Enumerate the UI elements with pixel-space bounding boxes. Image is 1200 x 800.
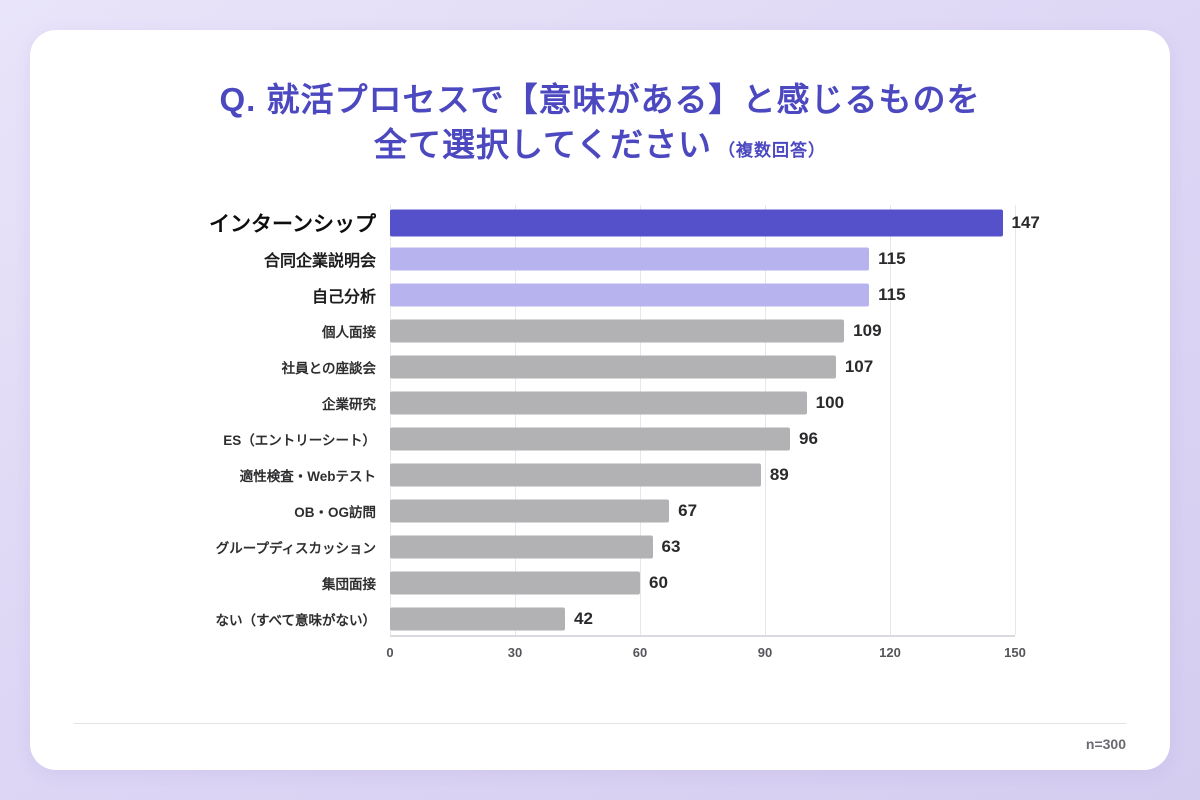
bar (390, 247, 870, 271)
x-axis: 0 30 60 90 120 150 (30, 637, 1170, 667)
footer: n=300 (30, 723, 1170, 752)
value-label: 60 (649, 573, 668, 593)
value-label: 100 (815, 393, 845, 413)
value-label: 109 (853, 321, 882, 341)
axis-tick: 120 (879, 645, 901, 661)
chart-row: 社員との座談会 107 (30, 349, 1170, 385)
value-label: 147 (1011, 213, 1040, 233)
bar (390, 427, 790, 451)
axis-tick: 30 (507, 645, 523, 661)
bar-track: 115 (390, 241, 1015, 277)
bar-track: 63 (390, 529, 1015, 565)
bar-track: 60 (390, 565, 1015, 601)
axis-tick-labels: 0 30 60 90 120 150 (386, 637, 1025, 667)
category-label: 自己分析 (311, 289, 376, 307)
gridline (890, 205, 891, 636)
gridline (390, 205, 391, 636)
bar-track: 89 (390, 457, 1015, 493)
value-label: 107 (844, 357, 874, 377)
value-label: 89 (769, 465, 789, 485)
gridline (1015, 205, 1016, 636)
flex-spacer (30, 667, 1170, 723)
bar (390, 571, 640, 595)
title-line-2: 全て選択してください （複数回答） (30, 123, 1170, 168)
title-note: （複数回答） (718, 140, 827, 160)
title-line-1: Q. 就活プロセスで【意味がある】と感じるものを (219, 81, 981, 118)
survey-chart-card: Q. 就活プロセスで【意味がある】と感じるものを 全て選択してください （複数回答… (30, 30, 1170, 770)
gridline (765, 205, 766, 636)
bar (390, 319, 845, 343)
axis-tick: 60 (632, 645, 648, 661)
axis-spacer (30, 637, 390, 667)
category-label: 個人面接 (322, 325, 376, 341)
bar (390, 355, 836, 379)
chart-row: 自己分析 115 (30, 277, 1170, 313)
bar-track: 107 (390, 349, 1015, 385)
value-label: 67 (678, 501, 698, 521)
bar-track: 67 (390, 493, 1015, 529)
bar-track: 109 (390, 313, 1015, 349)
gridlines (390, 205, 1016, 638)
bar-track: 147 (390, 205, 1040, 241)
value-label: 63 (661, 537, 681, 557)
chart-row: 集団面接 60 (30, 565, 1170, 601)
axis-tick: 150 (1004, 645, 1026, 661)
chart-row: OB・OG訪問 67 (30, 493, 1170, 529)
category-label: ES（エントリーシート） (223, 433, 376, 449)
bar-track: 100 (390, 385, 1015, 421)
value-label: 115 (878, 285, 906, 305)
chart-row: 合同企業説明会 115 (30, 241, 1170, 277)
chart-row: 適性検査・Webテスト 89 (30, 457, 1170, 493)
axis-tick: 90 (757, 645, 773, 661)
chart-rows: インターンシップ 147 合同企業説明会 115 自己分析 115 個人面接 109 社員との座… (30, 205, 1170, 637)
category-label: インターンシップ (209, 213, 376, 237)
value-label: 115 (878, 249, 906, 269)
category-label: 集団面接 (322, 577, 376, 593)
gridline (515, 205, 516, 636)
value-label: 42 (574, 609, 593, 629)
footer-divider (74, 723, 1126, 724)
bar (390, 499, 670, 523)
bar-track: 42 (390, 601, 1015, 637)
bar (390, 283, 870, 307)
bar (390, 607, 565, 631)
title-line-2-text: 全て選択してください (373, 125, 713, 163)
sample-size-label: n=300 (1085, 736, 1126, 752)
category-label: 適性検査・Webテスト (239, 469, 376, 485)
bar-track: 115 (390, 277, 1015, 313)
axis-tick: 0 (386, 645, 394, 661)
chart-row: 企業研究 100 (30, 385, 1170, 421)
category-label: 社員との座談会 (281, 361, 376, 377)
bar (390, 535, 653, 559)
bar (390, 391, 807, 415)
chart-row: ES（エントリーシート） 96 (30, 421, 1170, 457)
category-label: 企業研究 (322, 397, 376, 413)
bar-track: 96 (390, 421, 1015, 457)
category-label: 合同企業説明会 (263, 253, 376, 271)
category-label: OB・OG訪問 (294, 505, 376, 521)
category-label: グループディスカッション (215, 541, 376, 557)
gridline (640, 205, 641, 636)
bar (390, 463, 761, 487)
chart-row: ない（すべて意味がない） 42 (30, 601, 1170, 637)
bar-chart: インターンシップ 147 合同企業説明会 115 自己分析 115 個人面接 109 社員との座… (30, 205, 1170, 667)
chart-row: グループディスカッション 63 (30, 529, 1170, 565)
page-title: Q. 就活プロセスで【意味がある】と感じるものを 全て選択してください （複数回答… (30, 78, 1170, 167)
bar (390, 209, 1003, 237)
category-label: ない（すべて意味がない） (215, 613, 376, 629)
chart-row: 個人面接 109 (30, 313, 1170, 349)
chart-row: インターンシップ 147 (30, 205, 1170, 241)
value-label: 96 (799, 429, 818, 449)
